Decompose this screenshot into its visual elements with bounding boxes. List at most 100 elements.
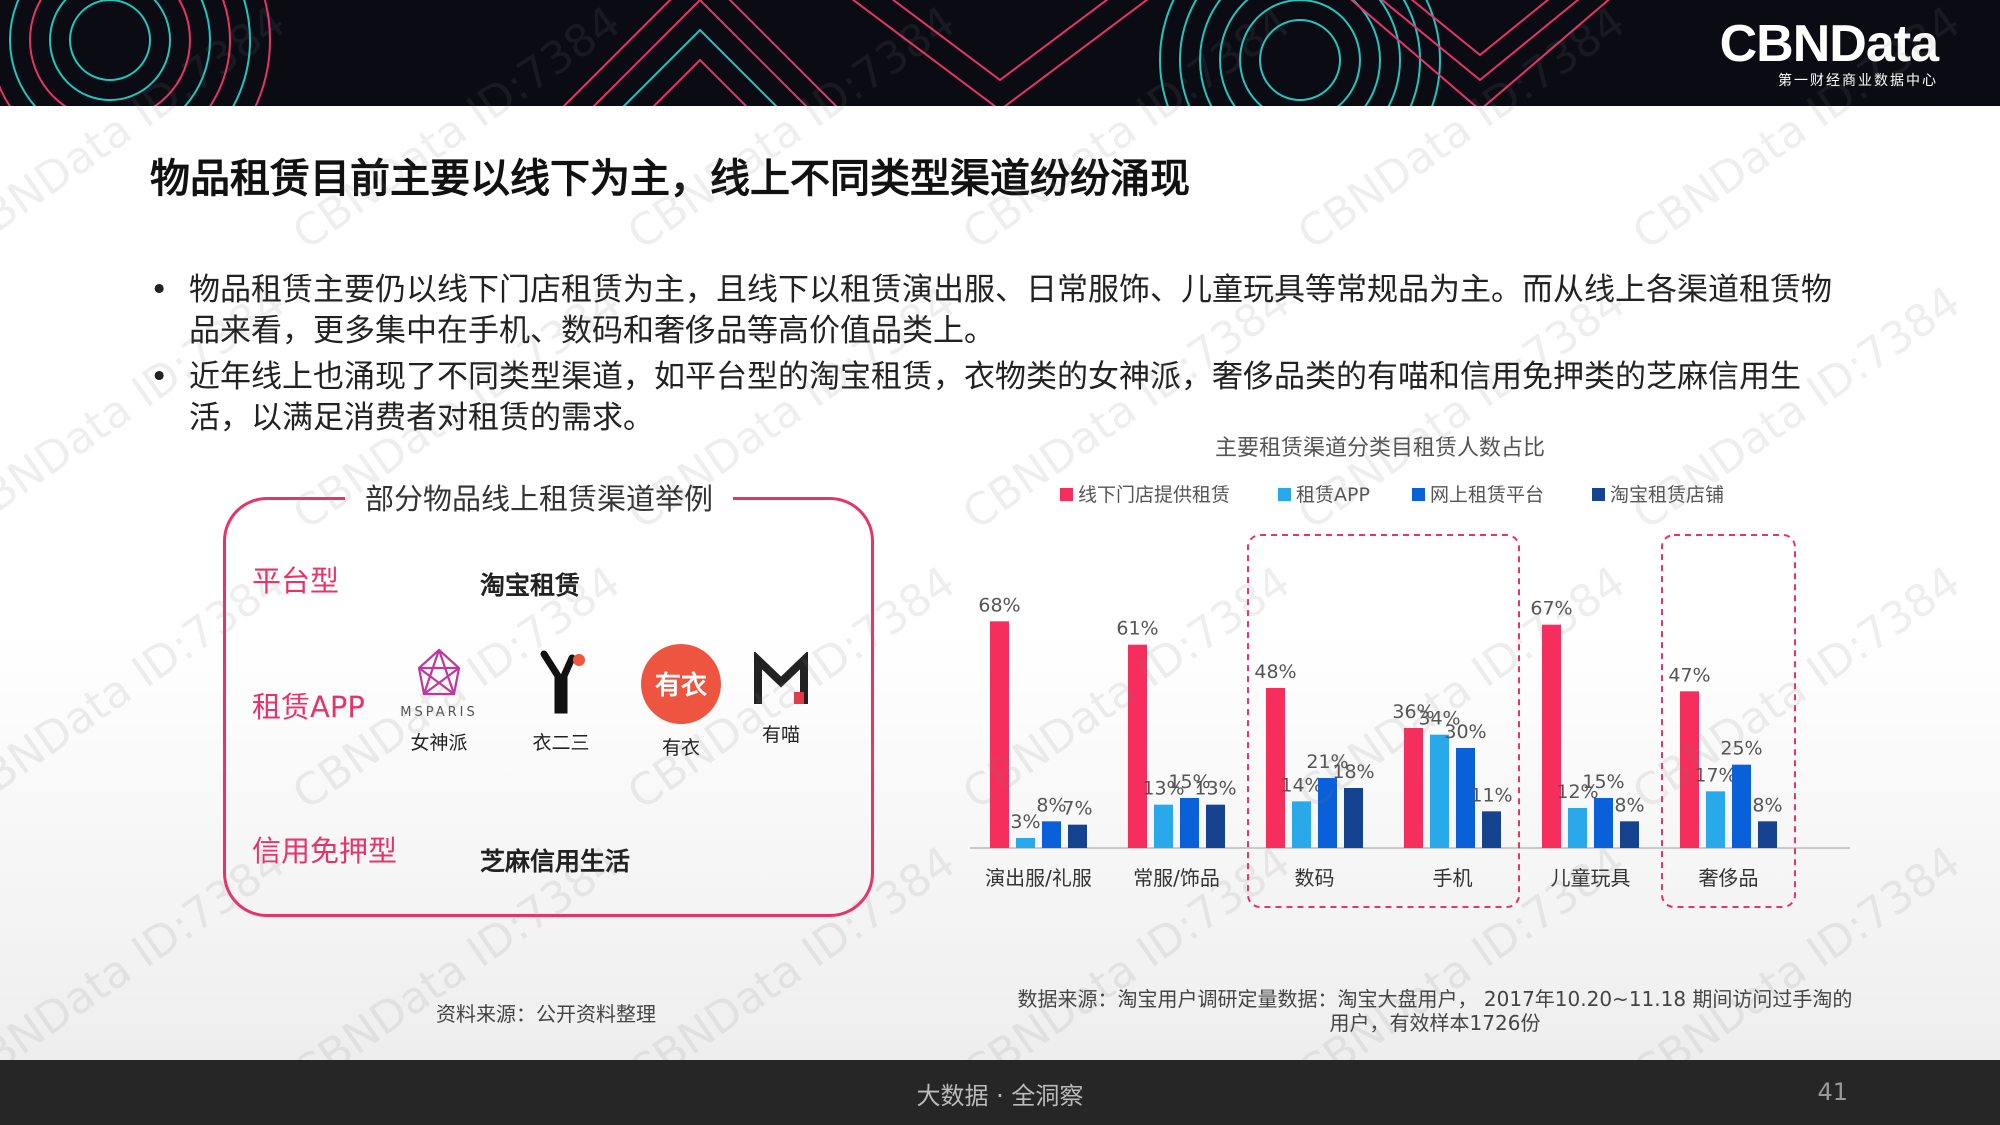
bar	[1542, 624, 1561, 848]
data-label: 30%	[1444, 721, 1486, 743]
data-label: 8%	[1614, 794, 1644, 816]
bar	[1180, 798, 1199, 848]
category-label: 手机	[1433, 866, 1473, 890]
data-label: 47%	[1668, 664, 1710, 686]
data-label: 11%	[1470, 784, 1512, 806]
bar	[1404, 728, 1423, 848]
bullet-dot: •	[150, 272, 169, 308]
platform-taobao-rental: 淘宝租赁	[480, 571, 581, 600]
page-title: 物品租赁目前主要以线下为主，线上不同类型渠道纷纷涌现	[150, 156, 1190, 202]
chart-title: 主要租赁渠道分类目租赁人数占比	[1215, 436, 1545, 461]
data-label: 3%	[1010, 811, 1040, 833]
bar	[1758, 821, 1777, 848]
data-label: 13%	[1142, 778, 1184, 800]
category-label: 奢侈品	[1699, 866, 1759, 890]
legend-swatch	[1412, 488, 1425, 501]
data-label: 15%	[1582, 771, 1624, 793]
data-label: 25%	[1720, 738, 1762, 760]
data-label: 34%	[1418, 708, 1460, 730]
bar	[1594, 798, 1613, 848]
bar	[1456, 748, 1475, 848]
msparis-wordmark: MSPARIS	[400, 705, 478, 720]
header-bar: CBNData 第一财经商业数据中心	[0, 0, 2000, 106]
bar	[1318, 778, 1337, 848]
logo-tagline: 第一财经商业数据中心	[1778, 73, 1938, 89]
bullet-dot: •	[150, 359, 169, 395]
data-label: 7%	[1062, 798, 1092, 820]
legend-label: 租赁APP	[1296, 484, 1370, 506]
data-label: 13%	[1194, 778, 1236, 800]
bar	[1620, 821, 1639, 848]
bar	[1292, 801, 1311, 848]
category-label: 演出服/礼服	[985, 866, 1092, 890]
bar	[990, 621, 1009, 848]
app-name: 衣二三	[532, 732, 590, 754]
data-label: 48%	[1254, 661, 1296, 683]
legend-label: 淘宝租赁店铺	[1610, 484, 1724, 506]
legend-swatch	[1592, 488, 1605, 501]
category-label: 数码	[1295, 866, 1335, 890]
panel-title: 部分物品线上租赁渠道举例	[345, 476, 734, 518]
app-yi23: 衣二三	[506, 648, 616, 755]
bar	[1482, 811, 1501, 848]
bar	[1206, 804, 1225, 848]
app-name: 有喵	[761, 724, 800, 746]
bullet-text: 近年线上也涌现了不同类型渠道，如平台型的淘宝租赁，衣物类的女神派，奢侈品类的有喵…	[189, 359, 1801, 436]
bar	[1154, 804, 1173, 848]
bar	[1568, 808, 1587, 848]
bullet-list: • 物品租赁主要仍以线下门店租赁为主，且线下以租赁演出服、日常服饰、儿童玩具等常规…	[145, 270, 1835, 444]
page-number: 41	[1817, 1078, 1848, 1106]
cbndata-logo: CBNData 第一财经商业数据中心	[1719, 15, 1939, 90]
yi23-logo-icon	[540, 650, 585, 714]
data-label: 61%	[1116, 618, 1158, 640]
bar	[1680, 691, 1699, 848]
data-label: 12%	[1556, 781, 1598, 803]
data-label: 15%	[1168, 771, 1210, 793]
footer-slogan: 大数据 · 全洞察	[916, 1082, 1084, 1110]
category-label: 常服/饰品	[1133, 866, 1220, 890]
legend-label: 网上租赁平台	[1430, 484, 1544, 506]
bar	[1042, 821, 1061, 848]
category-credit-deposit-free: 信用免押型	[252, 834, 398, 868]
data-label: 68%	[978, 594, 1020, 616]
bar	[1706, 791, 1725, 848]
app-name: 女神派	[410, 732, 468, 754]
app-youyi: 有衣 有衣	[626, 643, 736, 760]
logo-brand: CBNData	[1719, 15, 1939, 73]
data-label: 36%	[1392, 701, 1434, 723]
data-label: 21%	[1306, 751, 1348, 773]
youmiao-logo-icon	[754, 650, 808, 704]
legend-label: 线下门店提供租赁	[1078, 484, 1230, 506]
data-label: 67%	[1530, 598, 1572, 620]
data-label: 8%	[1036, 794, 1066, 816]
bar	[1068, 824, 1087, 848]
app-name: 有衣	[661, 737, 700, 759]
highlight-box	[1247, 534, 1520, 908]
bullet-item: • 近年线上也涌现了不同类型渠道，如平台型的淘宝租赁，衣物类的女神派，奢侈品类的有…	[145, 357, 1835, 439]
panel-source-note: 资料来源：公开资料整理	[436, 1002, 656, 1026]
youyi-logo-icon: 有衣	[641, 644, 721, 724]
credit-zhima-life: 芝麻信用生活	[480, 847, 631, 876]
data-label: 8%	[1752, 794, 1782, 816]
data-label: 18%	[1332, 761, 1374, 783]
data-label: 14%	[1280, 774, 1322, 796]
legend-swatch	[1060, 488, 1073, 501]
category-rental-app: 租赁APP	[252, 690, 365, 724]
legend-swatch	[1278, 488, 1291, 501]
bar	[1016, 838, 1035, 848]
header-pattern	[0, 0, 1610, 106]
chart-source-note: 数据来源：淘宝用户调研定量数据：淘宝大盘用户， 2017年10.20~11.18…	[1017, 987, 1853, 1035]
footer-bar: 大数据 · 全洞察 41	[0, 1060, 2000, 1125]
app-msparis: MSPARIS 女神派	[384, 648, 494, 755]
data-label: 17%	[1694, 764, 1736, 786]
category-platform: 平台型	[252, 564, 340, 598]
app-youmiao: 有喵	[726, 650, 836, 747]
youyi-wordmark: 有衣	[655, 670, 707, 701]
page-background	[0, 106, 2000, 1060]
bar	[1430, 734, 1449, 848]
bar	[1128, 644, 1147, 848]
bar	[1344, 788, 1363, 848]
highlight-box	[1661, 534, 1796, 908]
bullet-text: 物品租赁主要仍以线下门店租赁为主，且线下以租赁演出服、日常服饰、儿童玩具等常规品…	[189, 272, 1832, 349]
